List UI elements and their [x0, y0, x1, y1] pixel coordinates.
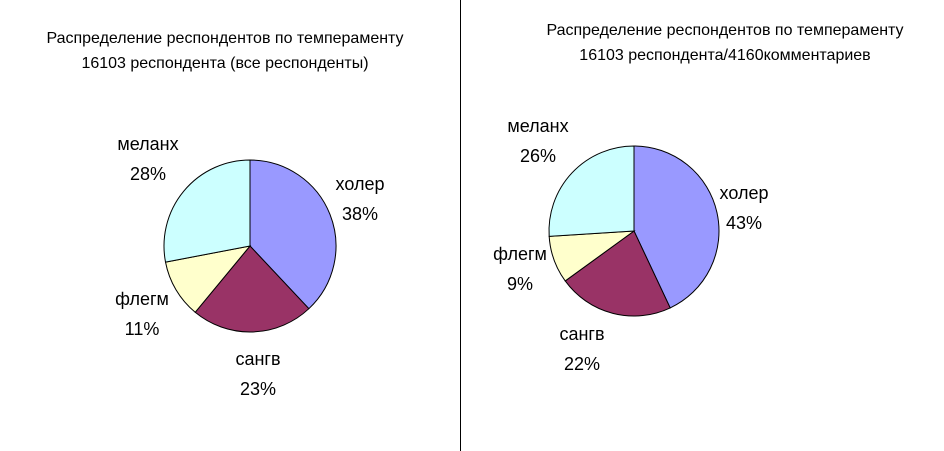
chart-2-slice-1-label: холер [720, 183, 769, 203]
chart-1-slice-1 [249, 159, 337, 310]
chart-2-slice-2-value: 22% [564, 354, 600, 374]
chart-2-slice-2-label: сангв [559, 324, 604, 344]
chart-2-title: Распределение респондентов по темперамен… [515, 18, 935, 68]
chart-1-title-line1: Распределение респондентов по темперамен… [46, 30, 404, 47]
chart-1-slice-1-label: холер [336, 174, 385, 194]
chart-2-title-line1: Распределение респондентов по темперамен… [546, 22, 904, 39]
chart-1-slice-2-label: сангв [235, 349, 280, 369]
chart-2-slice-4 [548, 145, 635, 237]
chart-2-slice-4-label: меланх [507, 116, 568, 136]
chart-1-slice-4 [163, 159, 251, 263]
chart-2-slice-3-label: флегм [493, 244, 547, 264]
chart-1-slice-4-value: 28% [130, 164, 166, 184]
chart-1-slice-1-value: 38% [342, 204, 378, 224]
chart-2-slice-3-value: 9% [507, 274, 533, 294]
chart-2-slice-4-value: 26% [520, 146, 556, 166]
chart-1-title: Распределение респондентов по темперамен… [25, 26, 425, 76]
chart-1-slice-3-value: 11% [125, 319, 160, 339]
chart-2-slice-1-value: 43% [726, 213, 762, 233]
chart-1-slice-2-value: 23% [240, 379, 276, 399]
chart-2-title-line2: 16103 респондента/4160комментариев [579, 47, 871, 64]
chart-1-slice-3-label: флегм [115, 289, 169, 309]
chart-1-slice-4-label: меланх [117, 134, 178, 154]
panel-divider [460, 0, 461, 451]
chart-2-slice-1 [633, 145, 720, 309]
chart-1-slice-2 [194, 245, 310, 333]
chart-1-title-line2: 16103 респондента (все респонденты) [81, 55, 369, 72]
chart-2-slice-2 [564, 230, 671, 317]
